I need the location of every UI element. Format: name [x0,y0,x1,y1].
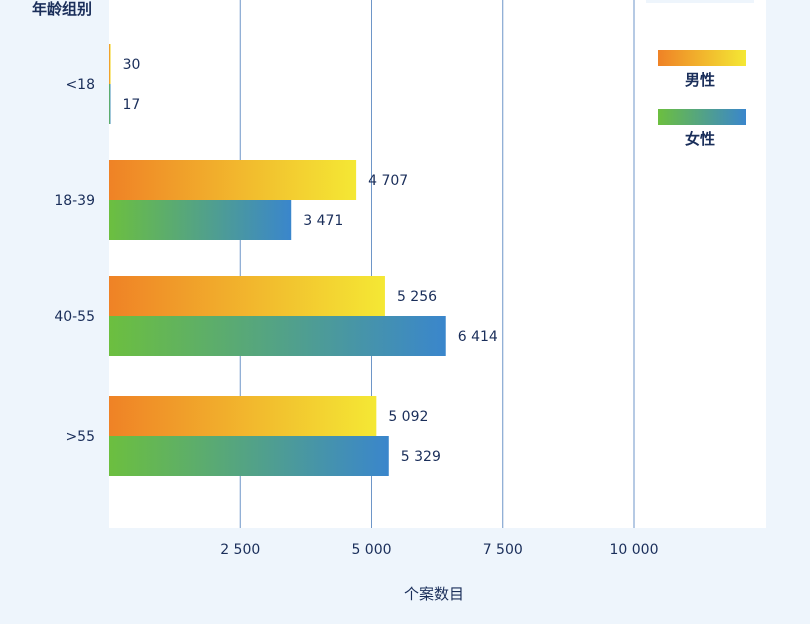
legend-label: 女性 [685,130,715,148]
data-label: 5 256 [397,289,437,305]
bar [109,160,357,200]
y-axis-title: 年龄组别 [32,0,92,18]
category-label: 18-39 [54,193,95,209]
legend-label: 男性 [685,71,715,89]
category-label: 40-55 [54,309,95,325]
x-tick-label: 5 000 [351,542,391,558]
bar [109,200,292,240]
data-label: 30 [123,57,141,73]
legend-box-top [646,0,754,3]
bar [109,396,377,436]
bar [109,316,446,356]
data-label: 6 414 [458,329,498,345]
data-label: 5 329 [401,449,441,465]
data-label: 3 471 [303,213,343,229]
category-label: >55 [65,429,95,445]
bar [109,44,111,84]
data-label: 17 [123,97,141,113]
bar [109,436,389,476]
x-axis-title: 个案数目 [404,585,464,603]
bar [109,84,111,124]
data-label: 5 092 [388,409,428,425]
legend-swatch [658,109,746,125]
x-tick-label: 2 500 [220,542,260,558]
bar [109,276,385,316]
data-label: 4 707 [368,173,408,189]
legend-swatch [658,50,746,66]
category-label: <18 [65,77,95,93]
x-tick-label: 10 000 [610,542,659,558]
x-tick-label: 7 500 [483,542,523,558]
